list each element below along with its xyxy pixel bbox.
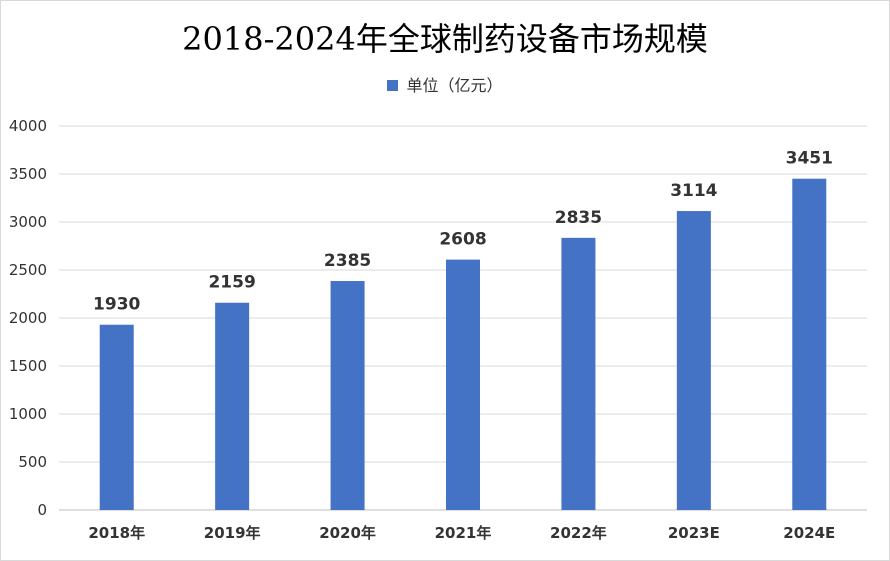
x-tick-label: 2023E (668, 524, 720, 542)
y-tick-label: 4000 (9, 117, 47, 135)
y-tick-label: 3500 (9, 165, 47, 183)
y-tick-label: 500 (18, 453, 47, 471)
data-label: 1930 (93, 295, 140, 315)
bar (446, 259, 480, 510)
x-tick-label: 2019年 (204, 524, 261, 542)
bar (215, 302, 250, 510)
y-tick-label: 1500 (9, 357, 47, 375)
bar (676, 211, 711, 510)
bar (330, 281, 365, 510)
y-tick-label: 2000 (9, 309, 47, 327)
x-tick-label: 2022年 (550, 524, 607, 542)
y-tick-label: 3000 (9, 213, 47, 231)
data-label: 2385 (324, 251, 371, 271)
chart-legend: 单位（亿元） (0, 72, 890, 96)
bar (561, 237, 596, 510)
x-tick-label: 2018年 (88, 524, 145, 542)
bar (99, 324, 134, 510)
x-tick-label: 2020年 (319, 524, 376, 542)
data-label: 3114 (670, 181, 717, 201)
y-tick-label: 0 (37, 501, 47, 519)
data-label: 2835 (555, 208, 602, 228)
data-label: 2159 (208, 273, 255, 293)
y-tick-label: 2500 (9, 261, 47, 279)
x-tick-label: 2021年 (435, 524, 492, 542)
legend-swatch (387, 80, 399, 91)
x-tick-label: 2024E (783, 524, 835, 542)
chart-title: 2018-2024年全球制药设备市场规模 (182, 20, 708, 58)
bar (792, 178, 827, 511)
y-tick-label: 1000 (9, 405, 47, 423)
data-label: 3451 (786, 149, 833, 169)
data-label: 2608 (439, 230, 486, 250)
legend-label: 单位（亿元） (406, 76, 503, 95)
